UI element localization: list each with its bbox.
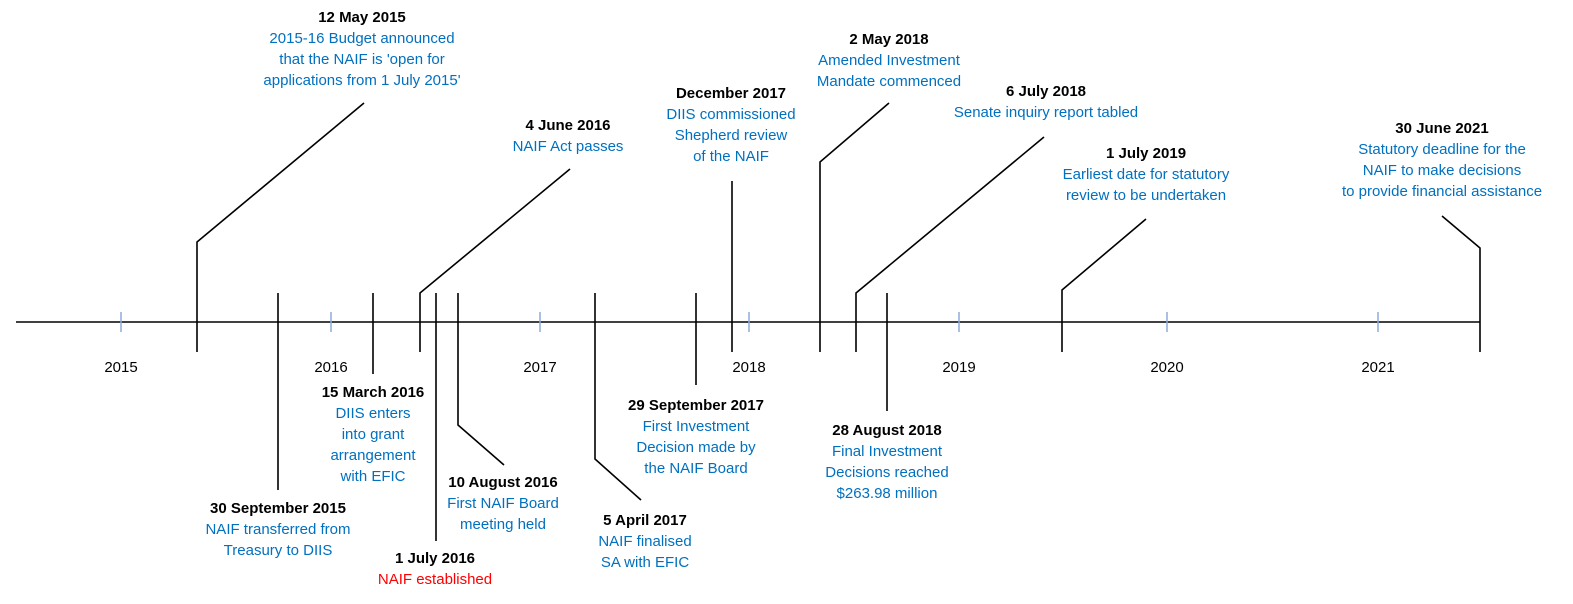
event-date: 5 April 2017 (603, 512, 687, 529)
event-description-line: Decisions reached (825, 464, 949, 481)
event-description-line: arrangement (330, 447, 416, 464)
event-senate: 6 July 2018 Senate inquiry report tabled (954, 81, 1138, 123)
event-grant: 15 March 2016 DIIS enters into grant arrang… (322, 382, 425, 487)
event-description-line: DIIS commissioned (666, 106, 796, 123)
event-description-line: NAIF established (377, 571, 493, 588)
leader-lines-layer (196, 102, 1481, 541)
leader-line-sa-finalised (594, 293, 642, 501)
event-description-line: NAIF finalised (598, 533, 692, 550)
event-description-line: into grant (341, 426, 405, 443)
event-statutory-review: 1 July 2019 Earliest date for statutory re… (1063, 143, 1230, 206)
leader-line-senate (855, 136, 1045, 352)
event-date: 29 September 2017 (628, 397, 764, 414)
event-description-line: Senate inquiry report tabled (953, 104, 1139, 121)
event-description-line: Treasury to DIIS (223, 542, 333, 559)
event-description-line: SA with EFIC (600, 554, 690, 571)
event-date: December 2017 (675, 85, 787, 102)
event-transferred: 30 September 2015 NAIF transferred from Tr… (205, 498, 350, 561)
event-description-line: to provide financial assistance (1341, 183, 1543, 200)
event-act: 4 June 2016 NAIF Act passes (513, 115, 624, 157)
event-date: 6 July 2018 (1005, 83, 1087, 100)
event-date: 10 August 2016 (448, 474, 558, 491)
event-first-decision: 29 September 2017 First Investment Decisio… (628, 395, 764, 479)
event-description-line: NAIF transferred from (205, 521, 351, 538)
year-label-2019: 2019 (942, 359, 976, 376)
leader-line-act (419, 168, 571, 352)
leader-line-budget (196, 102, 365, 352)
event-description-line: First Investment (642, 418, 750, 435)
event-date: 15 March 2016 (321, 384, 425, 401)
event-description-line: of the NAIF (693, 148, 769, 165)
event-description-line: NAIF Act passes (512, 138, 624, 155)
year-label-2016: 2016 (314, 359, 348, 376)
event-date: 12 May 2015 (318, 9, 406, 26)
event-board-meeting: 10 August 2016 First NAIF Board meeting he… (447, 472, 559, 535)
event-date: 4 June 2016 (525, 117, 611, 134)
event-description-line: 2015-16 Budget announced (269, 30, 455, 47)
timeline-axis-layer (16, 312, 1480, 332)
event-description-line: Amended Investment (818, 52, 960, 69)
event-date: 2 May 2018 (849, 31, 929, 48)
event-description-line: applications from 1 July 2015' (263, 72, 461, 89)
event-description-line: Shepherd review (674, 127, 788, 144)
leader-line-board-meeting (457, 293, 505, 466)
event-date: 28 August 2018 (832, 422, 942, 439)
leader-line-statutory-review (1061, 218, 1147, 352)
year-label-2018: 2018 (732, 359, 766, 376)
event-shepherd: December 2017 DIIS commissioned Shepherd r… (666, 83, 795, 167)
event-description-line: Decision made by (636, 439, 756, 456)
event-deadline: 30 June 2021 Statutory deadline for the NA… (1342, 118, 1542, 202)
event-sa-finalised: 5 April 2017 NAIF finalised SA with EFIC (598, 510, 691, 573)
event-description-line: that the NAIF is 'open for (279, 51, 445, 68)
year-label-2021: 2021 (1361, 359, 1395, 376)
event-established: 1 July 2016 NAIF established (378, 548, 492, 590)
event-description-line: the NAIF Board (644, 460, 748, 477)
event-description-line: Mandate commenced (816, 73, 962, 90)
event-description-line: NAIF to make decisions (1362, 162, 1522, 179)
event-mandate: 2 May 2018 Amended Investment Mandate comm… (817, 29, 961, 92)
event-description-line: meeting held (460, 516, 546, 533)
event-date: 1 July 2019 (1105, 145, 1187, 162)
event-description-line: DIIS enters (335, 405, 411, 422)
event-final-decisions: 28 August 2018 Final Investment Decisions … (825, 420, 948, 504)
event-description-line: review to be undertaken (1065, 187, 1227, 204)
year-label-2020: 2020 (1150, 359, 1184, 376)
event-description-line: Statutory deadline for the (1358, 141, 1526, 158)
event-description-line: Final Investment (831, 443, 943, 460)
event-description-line: $263.98 million (836, 485, 938, 502)
event-budget: 12 May 2015 2015-16 Budget announced that … (263, 7, 460, 91)
event-date: 30 September 2015 (210, 500, 346, 517)
year-label-2017: 2017 (523, 359, 557, 376)
event-date: 1 July 2016 (394, 550, 476, 567)
event-description-line: First NAIF Board (447, 495, 559, 512)
event-description-line: Earliest date for statutory (1062, 166, 1230, 183)
event-description-line: with EFIC (340, 468, 406, 485)
event-date: 30 June 2021 (1395, 120, 1489, 137)
leader-line-deadline (1441, 215, 1481, 352)
leader-line-mandate (819, 102, 890, 352)
year-label-2015: 2015 (104, 359, 138, 376)
